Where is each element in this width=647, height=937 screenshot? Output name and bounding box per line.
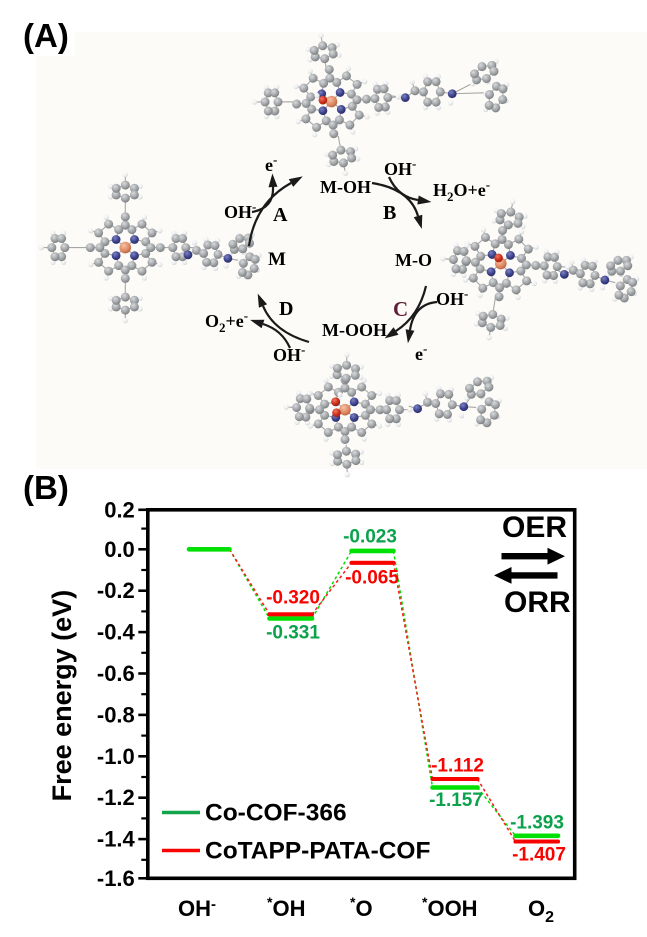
svg-text:(B): (B) [23,469,69,506]
svg-text:-0.320: -0.320 [266,588,320,609]
svg-text:CoTAPP-PATA-COF: CoTAPP-PATA-COF [205,838,430,865]
svg-text:OH-: OH- [224,199,256,222]
svg-text:-1.2: -1.2 [97,785,135,810]
svg-text:*O: *O [350,894,373,921]
svg-text:-1.0: -1.0 [97,744,135,769]
svg-text:ORR: ORR [504,586,571,619]
svg-text:-1.407: -1.407 [512,845,566,866]
svg-text:-1.4: -1.4 [97,827,136,852]
svg-text:M-O: M-O [395,250,432,270]
svg-text:-0.023: -0.023 [343,527,397,548]
svg-text:A: A [273,204,288,226]
svg-text:(A): (A) [23,17,69,54]
svg-text:0.0: 0.0 [104,537,135,562]
svg-text:-1.393: -1.393 [510,813,564,834]
svg-text:M-OOH: M-OOH [322,320,387,340]
svg-text:-0.6: -0.6 [97,661,135,686]
svg-text:-1.112: -1.112 [431,756,484,777]
svg-text:OH-: OH- [436,286,468,309]
svg-text:-0.065: -0.065 [345,568,399,589]
svg-text:*OOH: *OOH [422,894,478,921]
svg-text:-1.6: -1.6 [97,866,135,891]
svg-text:M-OH: M-OH [320,177,371,197]
svg-text:B: B [383,202,396,224]
svg-text:D: D [279,298,293,320]
svg-text:H2O+e-: H2O+e- [433,177,490,204]
svg-text:C: C [393,297,408,321]
svg-text:Free energy (eV): Free energy (eV) [47,590,77,802]
svg-text:O2+e-: O2+e- [205,308,248,335]
svg-text:-0.2: -0.2 [97,578,135,603]
svg-text:-0.331: -0.331 [266,623,320,644]
svg-text:OH-: OH- [178,896,216,921]
svg-text:-0.4: -0.4 [97,620,136,645]
svg-text:M: M [268,249,286,270]
svg-text:Co-COF-366: Co-COF-366 [205,800,347,827]
svg-text:-1.157: -1.157 [429,790,483,811]
svg-text:OH-: OH- [384,156,416,179]
svg-text:0.2: 0.2 [104,497,135,522]
svg-text:OH-: OH- [273,342,305,365]
svg-text:*OH: *OH [267,894,305,921]
svg-text:-0.8: -0.8 [97,702,135,727]
svg-text:OER: OER [502,511,567,544]
